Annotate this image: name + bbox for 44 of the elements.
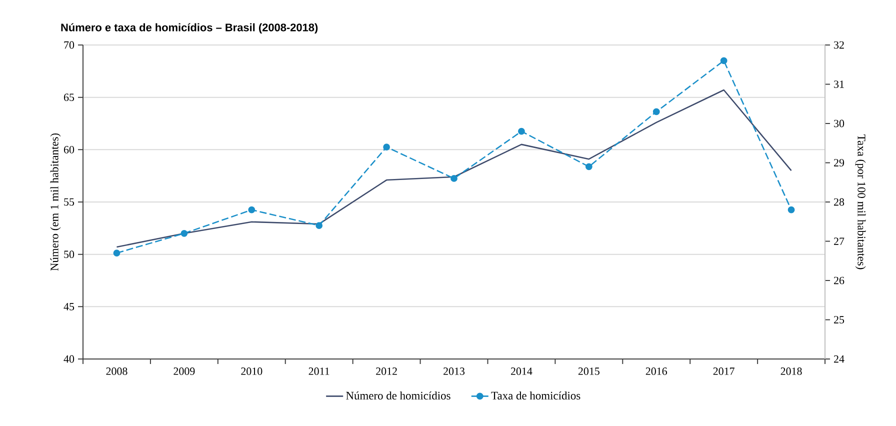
point [316, 222, 323, 229]
y-tick-label: 50 [64, 250, 74, 258]
x-tick-label: 2009 [174, 368, 195, 375]
y2-axis-title: Taxa (por 100 mil habitantes) [855, 134, 866, 270]
point [248, 206, 256, 214]
x-tick-label: 2011 [308, 368, 330, 375]
legend-label: Número de homicídios [346, 391, 450, 400]
point [652, 108, 660, 116]
y2-tick-label: 32 [834, 41, 844, 49]
point [450, 175, 458, 182]
point [788, 206, 795, 214]
y-tick-label: 70 [64, 41, 74, 49]
point [113, 250, 120, 256]
x-tick-label: 2017 [713, 368, 734, 375]
y-tick-label: 65 [64, 94, 74, 102]
y-tick-label: 55 [64, 198, 74, 206]
y-tick-label: 45 [64, 303, 74, 310]
y2-tick-label: 31 [834, 80, 844, 88]
y-axis-title: Número (em 1 mil habitantes) [50, 133, 61, 271]
y2-tick-label: 24 [834, 355, 844, 363]
line-series [116, 89, 792, 248]
x-tick-label: 2012 [376, 368, 397, 375]
y2-tick-label: 28 [834, 198, 844, 206]
x-tick-label: 2014 [510, 368, 532, 375]
chart-title: Número e taxa de homicídios – Brasil (2008-2018) [61, 23, 318, 34]
y2-tick-label: 29 [834, 159, 844, 166]
point [585, 163, 592, 170]
point [720, 57, 728, 64]
y2-tick-label: 26 [834, 276, 844, 284]
y2-tick-label: 30 [834, 120, 844, 128]
point [383, 144, 390, 150]
x-tick-label: 2016 [646, 368, 668, 375]
y2-tick-label: 27 [834, 238, 844, 245]
x-tick-label: 2015 [578, 368, 600, 375]
y2-tick-label: 25 [834, 316, 844, 324]
point [180, 230, 188, 237]
x-tick-label: 2008 [106, 368, 128, 375]
x-tick-label: 2018 [780, 368, 802, 375]
legend-label: Taxa de homicídios [491, 391, 580, 400]
y-tick-label: 60 [64, 146, 74, 154]
y-tick-label: 40 [64, 355, 74, 363]
x-tick-label: 2013 [444, 368, 465, 375]
x-tick-label: 2010 [241, 368, 262, 375]
point [518, 128, 525, 135]
